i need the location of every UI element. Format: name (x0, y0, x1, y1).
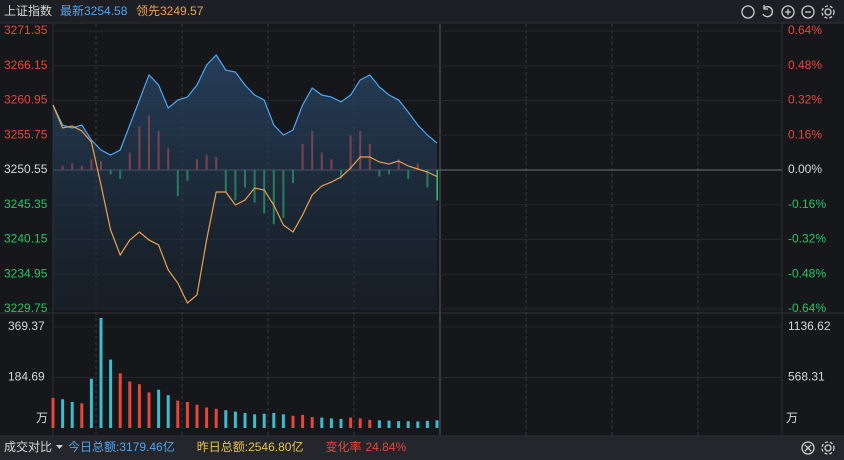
volume-bar (205, 407, 209, 428)
y2-tick-label: 0.00% (788, 162, 822, 176)
y2-tick-label: 0.48% (788, 58, 822, 72)
volume-bar (166, 395, 170, 428)
volume-bar (243, 412, 247, 428)
y2-tick-label: 0.64% (788, 23, 822, 37)
volume-bar (70, 402, 74, 428)
volume-bar (301, 414, 305, 428)
volume-bar (80, 403, 84, 428)
volume-bar (157, 389, 161, 428)
volume-bar (416, 421, 420, 428)
footer-item-value: 24.84% (365, 440, 406, 454)
volume-bar (233, 411, 237, 428)
volume-bar (349, 417, 353, 428)
footer-bar (0, 436, 844, 460)
y2-tick-label: 0.16% (788, 127, 822, 141)
volume-bar (291, 415, 295, 428)
icon-button[interactable] (824, 8, 832, 16)
volume-bar (176, 400, 180, 428)
footer-item-name: 变化率 (325, 439, 361, 454)
icon-button[interactable] (801, 441, 815, 455)
y-tick-label: 3234.95 (4, 266, 48, 280)
volume-bar (281, 414, 285, 428)
unit-label: 万 (36, 411, 48, 425)
y2-tick-label: -0.32% (788, 232, 826, 246)
footer-item-name: 今日总额: (68, 439, 119, 454)
footer-item-value: 3179.46亿 (119, 439, 174, 454)
header-bar (0, 0, 844, 23)
line (52, 104, 438, 304)
volume-bar (329, 418, 333, 428)
volume-bar (89, 378, 93, 428)
volume-bar (377, 420, 381, 428)
volume-bar (137, 384, 141, 428)
volume-bar (224, 410, 228, 428)
footer-icons (801, 441, 835, 455)
volume-bar (272, 412, 276, 428)
volume-bar (358, 418, 362, 428)
volume-bar (339, 418, 343, 428)
legend-entry: 最新 (60, 3, 84, 18)
area (53, 54, 437, 310)
volume-bar (99, 318, 103, 428)
chart-title: 上证指数 (4, 3, 52, 18)
volume-bar (128, 381, 132, 428)
volume-bar (406, 421, 410, 428)
volume-bar (61, 399, 65, 428)
y2-tick-label: -0.64% (788, 301, 826, 315)
y-tick-label: 369.37 (8, 319, 45, 333)
volume-bar (51, 397, 55, 428)
volume-bar (109, 359, 113, 428)
unit-label: 万 (786, 411, 798, 425)
volume-bar (214, 408, 218, 428)
volume-bar (368, 419, 372, 428)
legend-value: 3254.58 (84, 4, 128, 18)
footer-label: 成交对比 (4, 439, 52, 454)
y-tick-label: 3271.35 (4, 23, 48, 37)
icon-button[interactable] (824, 444, 832, 452)
volume-bar (195, 404, 199, 428)
y-tick-label: 184.69 (8, 370, 45, 384)
y2-tick-label: 0.32% (788, 93, 822, 107)
volume-bar (185, 402, 189, 428)
y2-tick-label: 568.31 (788, 370, 825, 384)
y-tick-label: 3266.15 (4, 58, 48, 72)
y2-tick-label: -0.48% (788, 266, 826, 280)
y-tick-label: 3255.75 (4, 127, 48, 141)
y-tick-label: 3260.95 (4, 93, 48, 107)
volume-bar (147, 392, 151, 428)
icon-button[interactable] (741, 5, 755, 19)
y-tick-label: 3229.75 (4, 301, 48, 315)
y2-tick-label: 1136.62 (788, 319, 831, 333)
y-tick-label: 3250.55 (4, 162, 48, 176)
volume-bar (425, 420, 429, 428)
icon-button[interactable] (762, 5, 773, 18)
y-tick-label: 3245.35 (4, 197, 48, 211)
line (52, 54, 438, 156)
legend-value: 3249.57 (160, 4, 204, 18)
toolbar (741, 5, 835, 19)
volume-bar (310, 417, 314, 428)
footer-item-value: 2546.80亿 (248, 439, 303, 454)
volume-bar (387, 420, 391, 428)
footer-item-name: 昨日总额: (197, 440, 248, 454)
y2-tick-label: -0.16% (788, 197, 826, 211)
volume-bar (320, 417, 324, 428)
volume-bar (253, 414, 257, 428)
legend-entry: 领先 (136, 4, 160, 18)
volume-bar (262, 413, 266, 428)
y-tick-label: 3240.15 (4, 232, 48, 246)
volume-bar (397, 421, 401, 428)
icon-button[interactable] (781, 5, 795, 19)
volume-bar (118, 373, 122, 428)
volume-bar (435, 420, 439, 428)
dropdown-arrow (56, 445, 63, 449)
icon-button[interactable] (801, 5, 815, 19)
